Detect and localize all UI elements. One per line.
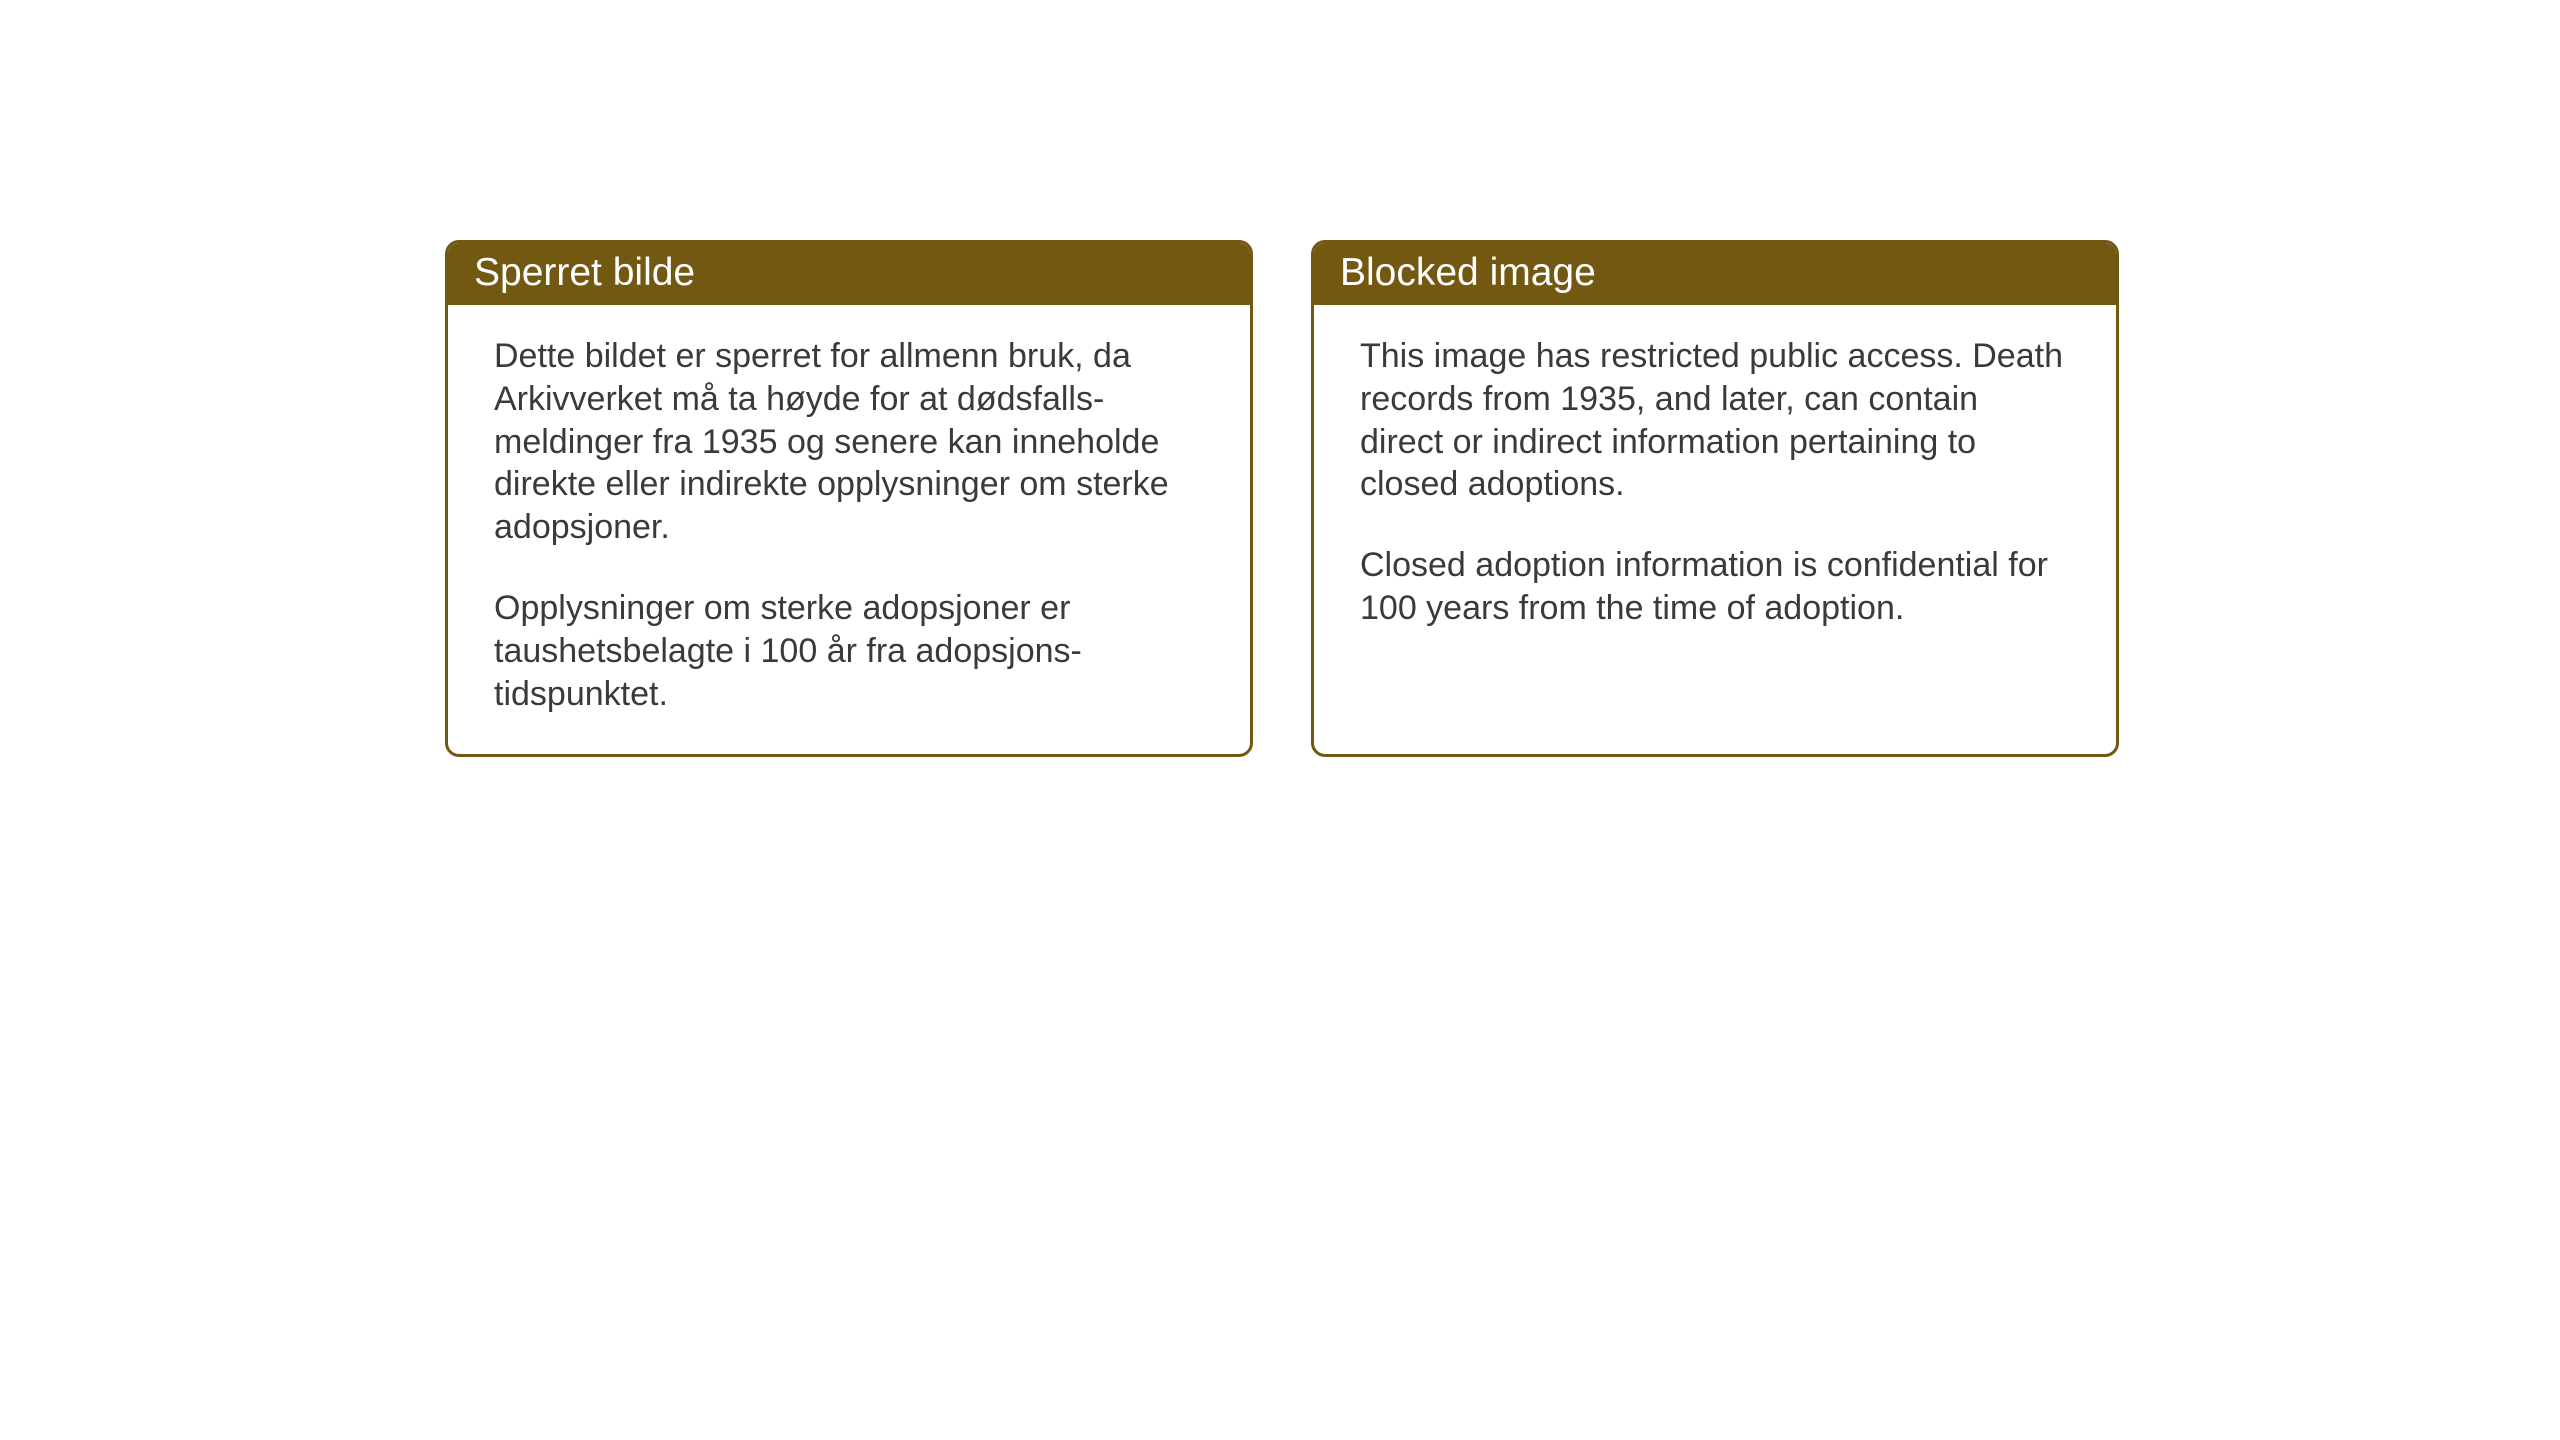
notice-container: Sperret bilde Dette bildet er sperret fo… bbox=[445, 240, 2119, 757]
notice-paragraph: Opplysninger om sterke adopsjoner er tau… bbox=[494, 587, 1204, 715]
notice-header-norwegian: Sperret bilde bbox=[448, 243, 1250, 305]
notice-body-norwegian: Dette bildet er sperret for allmenn bruk… bbox=[448, 305, 1250, 754]
notice-header-english: Blocked image bbox=[1314, 243, 2116, 305]
notice-card-norwegian: Sperret bilde Dette bildet er sperret fo… bbox=[445, 240, 1253, 757]
notice-card-english: Blocked image This image has restricted … bbox=[1311, 240, 2119, 757]
notice-paragraph: This image has restricted public access.… bbox=[1360, 335, 2070, 506]
notice-paragraph: Dette bildet er sperret for allmenn bruk… bbox=[494, 335, 1204, 549]
notice-body-english: This image has restricted public access.… bbox=[1314, 305, 2116, 668]
notice-paragraph: Closed adoption information is confident… bbox=[1360, 544, 2070, 630]
